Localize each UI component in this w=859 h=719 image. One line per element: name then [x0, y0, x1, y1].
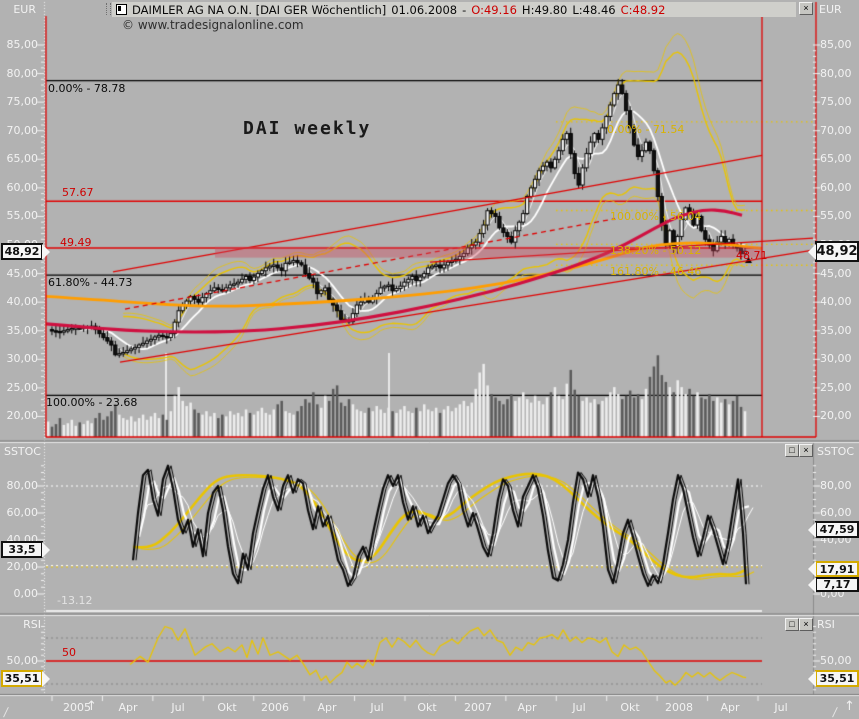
sstoc-tag-right-2: 17,91	[815, 561, 859, 577]
sstoc-y-label-right: 80,00	[820, 479, 852, 492]
main-y-label-left: 25,00	[6, 380, 39, 394]
main-y-label-left: 65,00	[6, 152, 39, 166]
fib-ext-label-100pct: 100.00% - 56.04	[610, 210, 702, 223]
x-axis-label: Okt	[217, 701, 237, 714]
fib-label-100pct: 100.00% - 23.68	[46, 396, 138, 409]
main-y-label-right: 55,00	[820, 209, 852, 223]
sstoc-y-label-left: 80,00	[6, 479, 39, 492]
main-y-label-right: 35,00	[820, 323, 852, 337]
x-axis-label: 2005	[63, 701, 91, 714]
low-value: L:48.46	[572, 2, 616, 17]
chart-annotation-text[interactable]: DAI weekly	[243, 118, 372, 139]
sstoc-pane-close-button[interactable]: ×	[799, 444, 813, 457]
sstoc-tag-right-1: 47,59	[815, 521, 859, 538]
x-axis-label: Okt	[417, 701, 437, 714]
trendline-value-label: 48.71	[736, 249, 768, 262]
rsi-tag-left: 35,51	[1, 670, 43, 687]
rsi-pane-close-button[interactable]: ×	[799, 618, 813, 631]
main-y-label-right: 45,00	[820, 266, 852, 280]
left-axis-currency-label: EUR	[13, 3, 36, 16]
main-y-label-left: 55,00	[6, 209, 39, 223]
instrument-title: DAIMLER AG NA O.N. [DAI GER Wöchentlich]	[132, 2, 387, 17]
sstoc-lower-band-label: -13.12	[57, 594, 93, 607]
price-tag-left: 48,92	[1, 243, 43, 260]
close-value: C:48.92	[620, 2, 666, 17]
x-axis-label: Apr	[317, 701, 337, 714]
main-y-label-right: 60,00	[820, 180, 852, 194]
red-level-label-5767: 57.67	[62, 186, 94, 199]
sstoc-tag-right-3: 7,17	[815, 577, 859, 592]
main-y-label-left: 60,00	[6, 180, 39, 194]
main-y-label-left: 35,00	[6, 323, 39, 337]
x-axis-label: Jul	[774, 701, 788, 714]
x-axis-label: Apr	[517, 701, 537, 714]
title-separator: -	[462, 2, 467, 17]
rsi-y-label-right: 50,00	[820, 654, 852, 667]
sstoc-pane-maximize-button[interactable]: □	[785, 444, 799, 457]
sstoc-y-label-right: 60,00	[820, 506, 852, 519]
scroll-up-arrow-left[interactable]: ↑	[86, 699, 97, 714]
main-y-label-left: 30,00	[6, 352, 39, 366]
rsi-tag-right: 35,51	[815, 670, 859, 687]
main-y-label-left: 85,00	[6, 38, 39, 51]
fib-ext-label-1382pct: 138.20% - 50.12	[610, 244, 702, 257]
rsi-caption-left: RSI	[23, 618, 41, 631]
chart-window-icon	[116, 4, 127, 15]
main-y-label-right: 40,00	[820, 295, 852, 309]
fib-label-618pct: 61.80% - 44.73	[48, 276, 133, 289]
open-value: O:49.16	[471, 2, 517, 17]
sstoc-y-label-left: 20,00	[6, 560, 39, 573]
x-axis-label: 2006	[261, 701, 289, 714]
x-axis-label: 2008	[665, 701, 693, 714]
main-y-label-right: 25,00	[820, 380, 852, 394]
scroll-up-arrow-right[interactable]: ↑	[844, 699, 855, 714]
rsi-y-label-left: 50,00	[6, 654, 39, 667]
main-y-label-right: 20,00	[820, 409, 852, 423]
fib-ext-label-0pct: 0.00% - 71.54	[607, 123, 685, 136]
titlebar-grabber	[106, 3, 111, 15]
x-axis-label: 2007	[464, 701, 492, 714]
main-pane-close-button[interactable]: ×	[799, 2, 813, 15]
rsi-caption-right: RSI	[817, 618, 835, 631]
sstoc-caption-right: SSTOC	[817, 445, 855, 458]
price-tag-right: 48,92	[815, 241, 859, 262]
main-y-label-right: 30,00	[820, 352, 852, 366]
watermark: © www.tradesignalonline.com	[122, 18, 304, 32]
main-y-label-right: 70,00	[820, 123, 852, 137]
high-value: H:49.80	[521, 2, 568, 17]
fib-ext-label-1618pct: 161.80% - 46.46	[610, 265, 702, 278]
x-axis-label: Okt	[620, 701, 640, 714]
red-level-label-4949: 49.49	[60, 236, 92, 249]
sstoc-tag-left: 33,5	[1, 541, 43, 558]
sstoc-y-label-left: 60,00	[6, 506, 39, 519]
sstoc-y-label-left: 0,00	[13, 587, 39, 600]
bar-date: 01.06.2008	[391, 2, 458, 17]
right-axis-currency-label: EUR	[819, 3, 842, 16]
chart-title-bar[interactable]: DAIMLER AG NA O.N. [DAI GER Wöchentlich]…	[112, 2, 796, 17]
main-y-label-left: 20,00	[6, 409, 39, 423]
main-y-label-right: 75,00	[820, 95, 852, 109]
x-axis-label: Apr	[118, 701, 138, 714]
main-y-label-left: 45,00	[6, 266, 39, 280]
sstoc-caption-left: SSTOC	[3, 445, 41, 458]
x-axis-label: Jul	[572, 701, 586, 714]
x-axis-label: Jul	[171, 701, 185, 714]
x-axis-label: Apr	[720, 701, 740, 714]
main-y-label-left: 80,00	[6, 66, 39, 80]
main-y-label-left: 40,00	[6, 295, 39, 309]
main-y-label-right: 65,00	[820, 152, 852, 166]
main-y-label-left: 70,00	[6, 123, 39, 137]
fib-label-0pct: 0.00% - 78.78	[48, 82, 126, 95]
rsi-pane-maximize-button[interactable]: □	[785, 618, 799, 631]
x-axis-label: Jul	[370, 701, 384, 714]
main-y-label-right: 85,00	[820, 38, 852, 51]
rsi-mid-level-label: 50	[62, 646, 76, 659]
main-y-label-left: 75,00	[6, 95, 39, 109]
main-y-label-right: 80,00	[820, 66, 852, 80]
